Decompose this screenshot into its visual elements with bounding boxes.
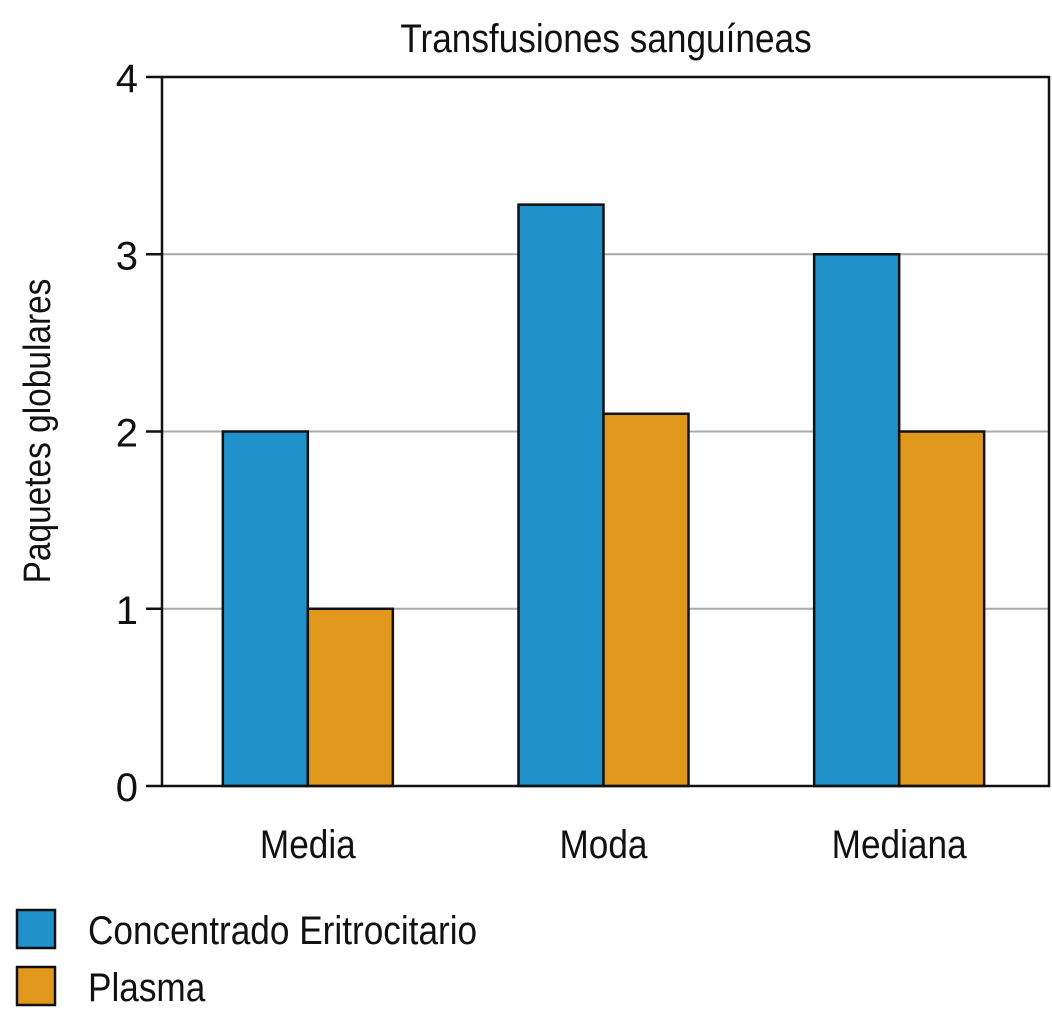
y-tick-label: 2 [116,412,138,456]
bar-media-1 [306,607,395,788]
x-tick-label: Media [260,822,356,867]
y-tick-label: 3 [116,234,138,278]
x-tick-label: Mediana [832,822,967,867]
chart-title: Transfusiones sanguíneas [400,16,811,61]
bar-mediana-1 [897,430,986,788]
y-axis-label: Paquetes globulares [16,279,58,584]
bar-moda-0 [517,203,605,788]
y-tick-label: 0 [116,766,138,810]
bar-media-0 [221,430,310,788]
bar-moda-1 [602,412,690,788]
bar-mediana-0 [812,253,901,788]
legend-label: Concentrado Eritrocitario [88,908,477,953]
legend-swatch [15,965,57,1007]
y-tick-label: 4 [116,57,138,101]
legend-swatch [15,908,57,950]
legend-label: Plasma [88,965,205,1010]
x-tick-label: Moda [559,822,647,867]
y-tick-label: 1 [116,589,138,633]
